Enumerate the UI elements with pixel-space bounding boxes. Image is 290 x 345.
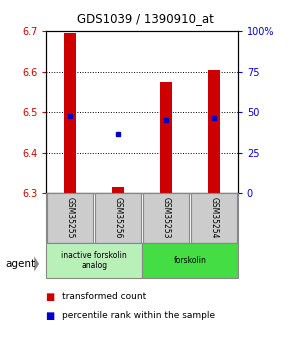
Text: GSM35256: GSM35256 bbox=[114, 197, 123, 239]
Text: GDS1039 / 1390910_at: GDS1039 / 1390910_at bbox=[77, 12, 213, 25]
Text: transformed count: transformed count bbox=[62, 292, 147, 301]
Text: forskolin: forskolin bbox=[173, 256, 206, 265]
Text: inactive forskolin
analog: inactive forskolin analog bbox=[61, 251, 127, 270]
Bar bbox=[95, 193, 141, 243]
Text: GSM35253: GSM35253 bbox=[162, 197, 171, 239]
Text: GSM35254: GSM35254 bbox=[209, 197, 218, 239]
Text: ■: ■ bbox=[45, 292, 54, 302]
Text: percentile rank within the sample: percentile rank within the sample bbox=[62, 311, 215, 320]
Bar bbox=[208, 70, 220, 193]
Text: agent: agent bbox=[6, 259, 36, 269]
Bar bbox=[112, 187, 124, 193]
Text: GSM35255: GSM35255 bbox=[66, 197, 75, 239]
Bar bbox=[143, 193, 189, 243]
Bar bbox=[46, 243, 142, 278]
Bar bbox=[64, 33, 76, 193]
Text: ■: ■ bbox=[45, 311, 54, 321]
Bar bbox=[47, 193, 93, 243]
Polygon shape bbox=[34, 256, 39, 272]
Bar bbox=[160, 82, 172, 193]
Bar bbox=[191, 193, 237, 243]
Bar bbox=[142, 243, 238, 278]
